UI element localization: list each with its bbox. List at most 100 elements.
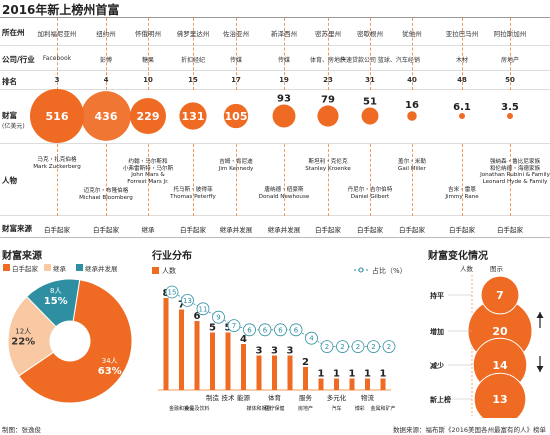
share-marker	[336, 340, 349, 353]
person-name-line: 约翰・马尔斯和	[128, 159, 168, 165]
share-marker	[274, 323, 287, 337]
industry-category-label: 媒体和娱乐	[246, 405, 271, 412]
industry-bar	[365, 378, 370, 390]
wealth-source: 白手起家	[315, 226, 341, 234]
rank-value: 50	[505, 76, 515, 84]
wealth-value: 516	[46, 110, 69, 123]
industry-bar-label: 5	[225, 323, 232, 334]
wealth-source: 白手起家	[180, 226, 206, 234]
column-guide	[148, 18, 149, 90]
column-guide	[328, 144, 329, 216]
row-divider	[0, 70, 550, 71]
industry-bar-label: 3	[271, 346, 278, 357]
share-label: 2	[325, 343, 329, 351]
person-name-line: Daniel Gilbert	[350, 193, 390, 200]
donut-count-label: 34人	[102, 357, 118, 365]
wealth-bubble	[272, 104, 296, 128]
rank-value: 10	[143, 76, 153, 84]
person-name-line: 马克・扎克伯格	[37, 157, 77, 163]
share-label: 11	[199, 305, 208, 313]
wealth-source: 白手起家	[93, 226, 119, 234]
industry-category-label: 房地产	[298, 405, 313, 412]
industry-bar-label: 2	[302, 357, 309, 368]
wealth-value: 436	[95, 110, 118, 123]
industry-bar-label: 3	[256, 346, 263, 357]
share-marker	[181, 294, 194, 307]
wealth-source: 白手起家	[44, 226, 70, 234]
company-industry: 糖果	[141, 57, 154, 64]
person-name: 强纳森・鲁比尼家族 和伦纳德・海德家族 Jonathan Rubini & Fami…	[470, 159, 550, 185]
change-row-label: 减少	[430, 361, 444, 370]
person-name-line: 盖尔・米勒	[398, 159, 426, 165]
wealth-source: 继承并发展	[219, 226, 253, 234]
legend-share: 占比（%）	[372, 266, 407, 275]
industry-category-label: 物流	[361, 393, 375, 402]
wealth-source: 继承并发展	[267, 226, 301, 234]
column-guide	[148, 144, 149, 216]
wealth-source: 白手起家	[449, 226, 475, 234]
company-industry: Facebook	[42, 55, 72, 62]
wealth-bubble-chart: 516 436 229 131 105 93 79 51 16 6.1 3.5	[30, 89, 519, 143]
column-guide	[57, 144, 58, 216]
row-label-people: 人物	[2, 176, 17, 185]
row-divider	[0, 215, 550, 216]
industry-bar	[334, 378, 339, 390]
company-industry: 快速贷款公司 篮球、汽车经销	[340, 57, 420, 64]
column-guide	[510, 144, 511, 216]
change-bubble	[480, 275, 520, 315]
industry-bar	[287, 355, 293, 390]
industry-bar-label: 3	[287, 346, 294, 357]
share-label: 9	[216, 314, 220, 322]
person-name: 斯坦利・克伦克 Stanley Kroenke	[283, 159, 373, 172]
wealth-value: 105	[225, 110, 248, 123]
donut-percent-label: 15%	[44, 296, 68, 307]
person-name-line: John Mars &	[131, 172, 165, 178]
industry-bar-label: 5	[209, 323, 216, 334]
person-name-line: Gail Miller	[398, 165, 426, 172]
legend-marker-share	[358, 267, 364, 273]
legend-swatch-inherited	[44, 264, 51, 271]
industry-category-label: 医疗保健	[264, 405, 284, 412]
footer-credit: 制图：张逸俊	[2, 426, 41, 434]
state-name: 密苏里州	[315, 30, 341, 38]
person-name-line: Forrest Mars Jr.	[127, 178, 169, 185]
person-name: 唐纳德・纽豪斯 Donald Newhouse	[239, 187, 329, 200]
industry-bar	[272, 355, 277, 390]
industry-category-label: 制造	[206, 393, 220, 402]
industry-bar	[194, 321, 200, 390]
industry-bar	[163, 298, 169, 390]
donut-count-label: 8人	[50, 287, 61, 295]
industry-bar	[179, 309, 184, 390]
wealth-value: 229	[137, 110, 160, 123]
decrease-arrow-head	[536, 366, 544, 372]
person-name-line: Michael Bloomberg	[79, 194, 133, 201]
industry-bar-label: 1	[364, 369, 371, 380]
row-divider	[0, 89, 550, 90]
industry-category-label: 汽车	[331, 405, 341, 412]
industry-bar	[256, 355, 262, 390]
industry-category-label: 博彩	[355, 405, 365, 412]
change-bubble	[473, 372, 527, 418]
person-name-line: 斯坦利・克伦克	[308, 159, 348, 165]
legend-count: 人数	[162, 266, 176, 275]
person-name-line: 吉米・雷恩	[448, 187, 476, 193]
column-guide	[236, 18, 237, 90]
industry-bar-label: 1	[318, 369, 325, 380]
person-name: 盖尔・米勒 Gail Miller	[367, 159, 457, 172]
column-guide	[370, 144, 371, 216]
person-name-line: Stanley Kroenke	[305, 165, 351, 172]
share-label: 2	[356, 343, 360, 351]
wealth-bubble	[223, 103, 249, 129]
company-industry: 彭博	[99, 57, 112, 64]
change-col-count: 人数	[460, 265, 473, 273]
column-guide	[328, 18, 329, 90]
row-divider	[0, 143, 550, 144]
legend-self-made: 白手起家	[12, 265, 38, 273]
industry-bar	[380, 378, 386, 390]
person-name-line: 和伦纳德・海德家族	[489, 165, 541, 172]
column-guide	[370, 18, 371, 90]
company-industry: 体育、房地产	[309, 57, 346, 64]
share-label: 7	[232, 322, 236, 330]
industry-bar	[241, 344, 246, 390]
change-count: 20	[492, 325, 508, 338]
